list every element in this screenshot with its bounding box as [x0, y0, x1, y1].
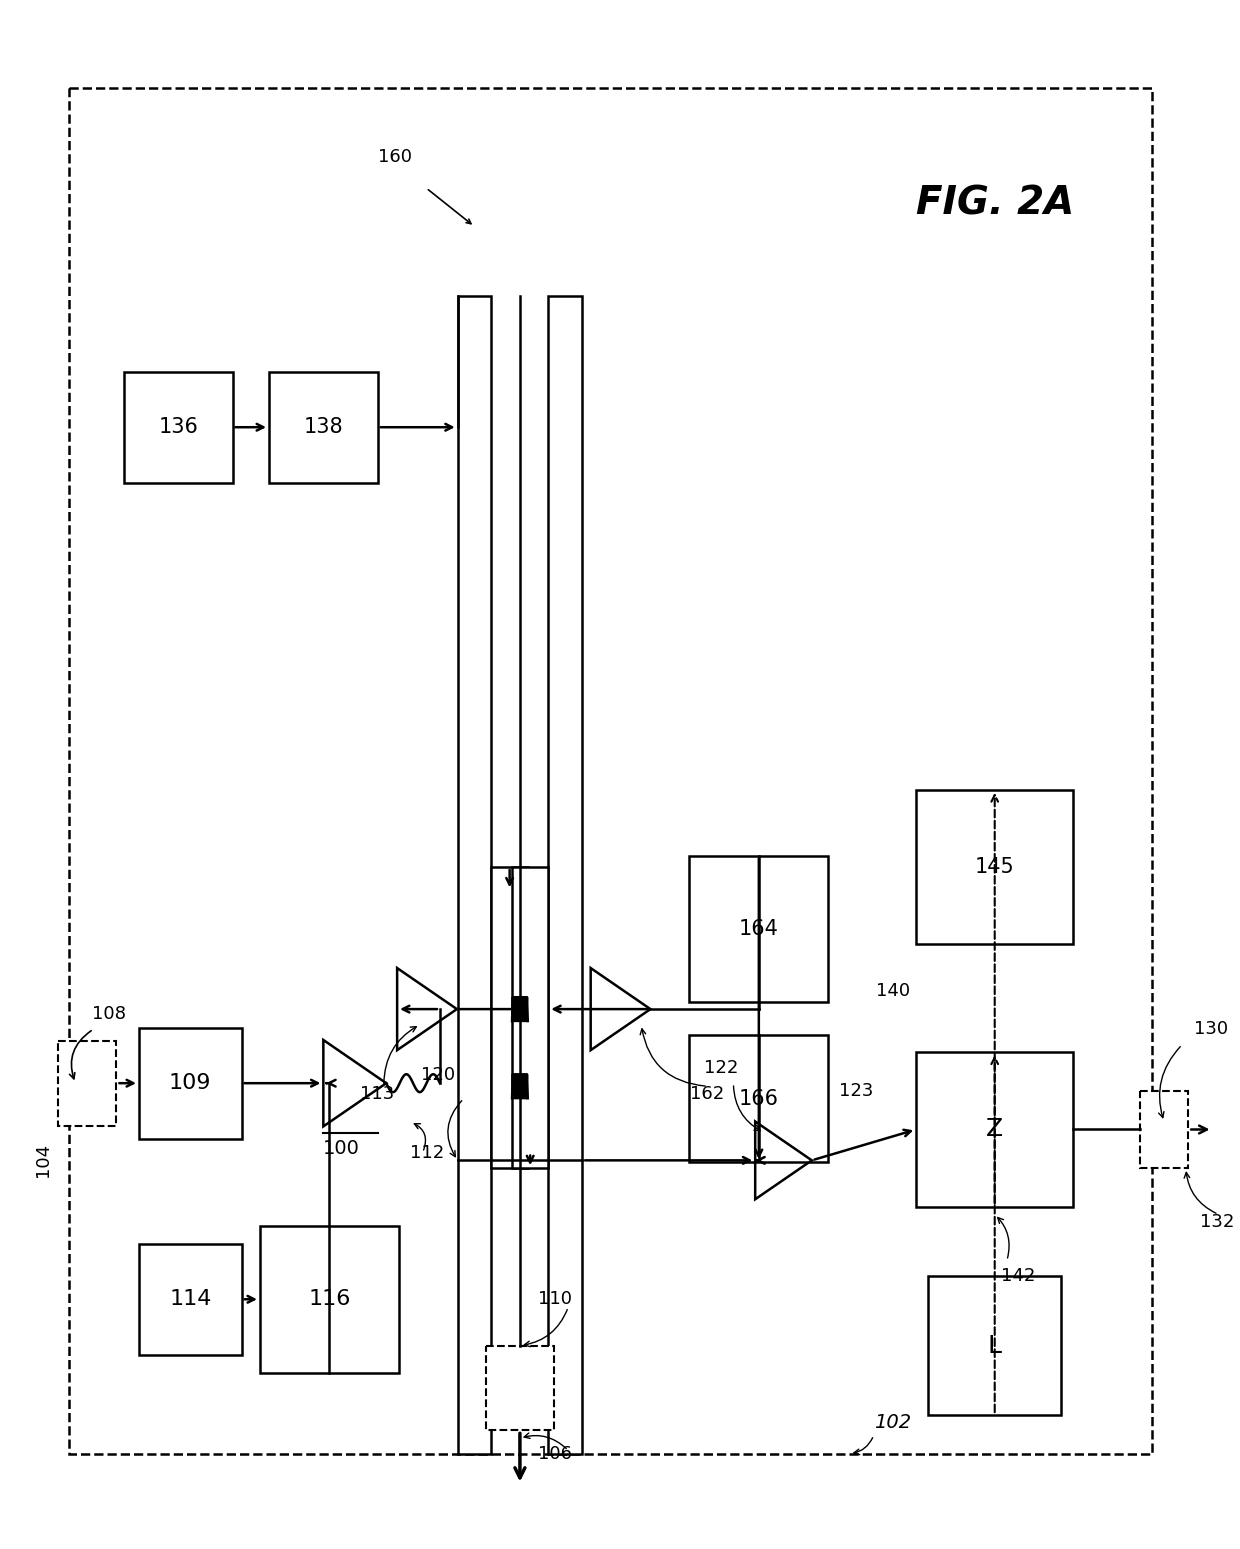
Text: Z: Z	[986, 1117, 1003, 1142]
Text: 138: 138	[304, 417, 343, 437]
Bar	[58, 1041, 117, 1126]
Bar	[689, 855, 828, 1002]
Text: 164: 164	[739, 919, 779, 939]
Text: 140: 140	[875, 982, 910, 999]
Text: 122: 122	[704, 1060, 739, 1077]
Text: 108: 108	[92, 1005, 126, 1022]
Text: 160: 160	[378, 149, 412, 166]
Text: 100: 100	[324, 1139, 360, 1157]
Text: 142: 142	[1001, 1267, 1035, 1286]
Bar	[548, 296, 583, 1453]
Bar	[916, 790, 1074, 945]
Text: 109: 109	[169, 1073, 212, 1094]
Text: 166: 166	[739, 1089, 779, 1109]
Text: 130: 130	[1194, 1021, 1229, 1038]
Bar	[491, 867, 528, 1168]
Bar	[139, 1244, 242, 1355]
Text: 145: 145	[975, 857, 1014, 877]
Bar	[69, 88, 1152, 1453]
Bar	[689, 1035, 828, 1162]
Bar	[269, 372, 378, 483]
Text: 116: 116	[309, 1289, 351, 1309]
Bar	[486, 1346, 554, 1430]
Text: 104: 104	[35, 1143, 52, 1177]
Bar	[458, 296, 491, 1453]
Bar	[929, 1276, 1061, 1416]
Bar	[260, 1225, 399, 1372]
Text: 120: 120	[422, 1066, 455, 1084]
Text: 132: 132	[1200, 1213, 1235, 1231]
Bar	[124, 372, 233, 483]
Bar	[139, 1027, 242, 1139]
Text: 114: 114	[169, 1289, 212, 1309]
Text: 136: 136	[159, 417, 198, 437]
Bar	[512, 867, 548, 1168]
Text: L: L	[988, 1334, 1002, 1357]
Text: 102: 102	[874, 1413, 911, 1433]
Bar	[916, 1052, 1074, 1207]
Text: 106: 106	[538, 1445, 572, 1462]
Text: 123: 123	[838, 1081, 873, 1100]
Bar	[1140, 1090, 1188, 1168]
Text: 110: 110	[538, 1290, 572, 1309]
Text: 113: 113	[360, 1084, 394, 1103]
Text: 162: 162	[689, 1084, 724, 1103]
Text: 112: 112	[410, 1143, 445, 1162]
Text: FIG. 2A: FIG. 2A	[915, 184, 1074, 223]
